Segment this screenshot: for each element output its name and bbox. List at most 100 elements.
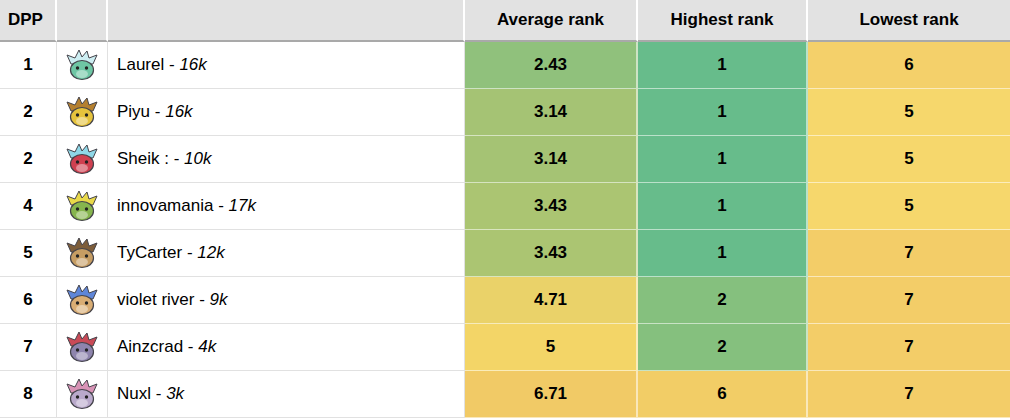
average-rank-value: 2.43 (534, 55, 567, 74)
average-rank-value: 3.43 (534, 196, 567, 215)
highest-rank-cell[interactable]: 2 (638, 324, 808, 371)
highest-rank-cell[interactable]: 1 (638, 183, 808, 230)
player-points: 16k (165, 102, 192, 121)
lowest-rank-cell[interactable]: 5 (808, 89, 1010, 136)
separator: - (151, 384, 166, 403)
header-sprite-column[interactable] (57, 0, 108, 42)
tan-blue-pokemon-sprite-icon (64, 282, 100, 318)
lowest-rank-cell[interactable]: 5 (808, 183, 1010, 230)
rank-value: 6 (23, 290, 32, 309)
player-points: 3k (166, 384, 184, 403)
average-rank-cell[interactable]: 6.71 (465, 371, 638, 418)
separator: - (182, 243, 197, 262)
separator: - (150, 102, 165, 121)
player-name: Piyu (117, 102, 150, 121)
highest-rank-value: 1 (717, 102, 726, 121)
highest-rank-value: 2 (717, 290, 726, 309)
highest-rank-cell[interactable]: 1 (638, 42, 808, 89)
highest-rank-value: 1 (717, 196, 726, 215)
player-name: Ainzcrad (117, 337, 183, 356)
rank-cell[interactable]: 5 (0, 230, 57, 277)
highest-rank-cell[interactable]: 1 (638, 89, 808, 136)
player-cell[interactable]: violet river - 9k (108, 277, 465, 324)
player-points: 4k (198, 337, 216, 356)
average-rank-value: 6.71 (534, 384, 567, 403)
player-cell[interactable]: Sheik : - 10k (108, 136, 465, 183)
player-cell[interactable]: Nuxl - 3k (108, 371, 465, 418)
lowest-rank-value: 7 (904, 290, 913, 309)
rank-value: 4 (23, 196, 32, 215)
sprite-cell[interactable] (57, 277, 108, 324)
separator: - (169, 149, 184, 168)
rank-value: 7 (23, 337, 32, 356)
rank-cell[interactable]: 2 (0, 136, 57, 183)
highest-rank-value: 1 (717, 55, 726, 74)
average-rank-cell[interactable]: 3.43 (465, 183, 638, 230)
separator: - (183, 337, 198, 356)
player-name: violet river (117, 290, 194, 309)
player-cell[interactable]: TyCarter - 12k (108, 230, 465, 277)
sprite-cell[interactable] (57, 371, 108, 418)
highest-rank-cell[interactable]: 2 (638, 277, 808, 324)
average-rank-cell[interactable]: 3.43 (465, 230, 638, 277)
sprite-cell[interactable] (57, 183, 108, 230)
average-rank-cell[interactable]: 5 (465, 324, 638, 371)
player-name: Laurel (117, 55, 164, 74)
lowest-rank-cell[interactable]: 7 (808, 324, 1010, 371)
lowest-rank-value: 7 (904, 337, 913, 356)
header-lowest-rank[interactable]: Lowest rank (808, 0, 1010, 42)
rank-cell[interactable]: 6 (0, 277, 57, 324)
lowest-rank-cell[interactable]: 6 (808, 42, 1010, 89)
average-rank-cell[interactable]: 3.14 (465, 136, 638, 183)
table-row: 6 violet river - 9k 4.71 2 7 (0, 277, 1010, 324)
lowest-rank-cell[interactable]: 7 (808, 371, 1010, 418)
rank-value: 8 (23, 384, 32, 403)
player-cell[interactable]: Laurel - 16k (108, 42, 465, 89)
lowest-rank-value: 6 (904, 55, 913, 74)
highest-rank-cell[interactable]: 1 (638, 230, 808, 277)
table-row: 4 innovamania - 17k 3.43 1 5 (0, 183, 1010, 230)
rank-cell[interactable]: 1 (0, 42, 57, 89)
lowest-rank-value: 5 (904, 196, 913, 215)
sprite-cell[interactable] (57, 136, 108, 183)
lowest-rank-cell[interactable]: 7 (808, 277, 1010, 324)
sprite-cell[interactable] (57, 42, 108, 89)
red-pokemon-sprite-icon (64, 141, 100, 177)
player-points: 12k (197, 243, 224, 262)
header-highest-rank[interactable]: Highest rank (638, 0, 808, 42)
player-cell[interactable]: Ainzcrad - 4k (108, 324, 465, 371)
sprite-cell[interactable] (57, 230, 108, 277)
average-rank-cell[interactable]: 2.43 (465, 42, 638, 89)
header-dpp[interactable]: DPP (0, 0, 57, 42)
player-cell[interactable]: Piyu - 16k (108, 89, 465, 136)
table-row: 5 TyCarter - 12k 3.43 1 7 (0, 230, 1010, 277)
table-row: 8 Nuxl - 3k 6.71 6 7 (0, 371, 1010, 418)
rank-value: 5 (23, 243, 32, 262)
purple-pokemon-sprite-icon (64, 329, 100, 365)
teal-pokemon-sprite-icon (64, 47, 100, 83)
player-points: 10k (184, 149, 211, 168)
table-row: 2 Sheik : - 10k 3.14 1 5 (0, 136, 1010, 183)
sprite-cell[interactable] (57, 324, 108, 371)
separator: - (164, 55, 179, 74)
highest-rank-cell[interactable]: 6 (638, 371, 808, 418)
sprite-cell[interactable] (57, 89, 108, 136)
brown-pokemon-sprite-icon (64, 235, 100, 271)
header-player-column[interactable] (108, 0, 465, 42)
average-rank-cell[interactable]: 4.71 (465, 277, 638, 324)
average-rank-value: 3.43 (534, 243, 567, 262)
lowest-rank-cell[interactable]: 7 (808, 230, 1010, 277)
header-average-rank[interactable]: Average rank (465, 0, 638, 42)
average-rank-cell[interactable]: 3.14 (465, 89, 638, 136)
rank-cell[interactable]: 4 (0, 183, 57, 230)
lowest-rank-cell[interactable]: 5 (808, 136, 1010, 183)
player-cell[interactable]: innovamania - 17k (108, 183, 465, 230)
rank-cell[interactable]: 8 (0, 371, 57, 418)
rank-cell[interactable]: 7 (0, 324, 57, 371)
lowest-rank-value: 7 (904, 243, 913, 262)
rank-cell[interactable]: 2 (0, 89, 57, 136)
player-points: 9k (210, 290, 228, 309)
highest-rank-cell[interactable]: 1 (638, 136, 808, 183)
average-rank-value: 5 (546, 337, 555, 356)
ranking-table: DPP Average rank Highest rank Lowest ran… (0, 0, 1010, 418)
